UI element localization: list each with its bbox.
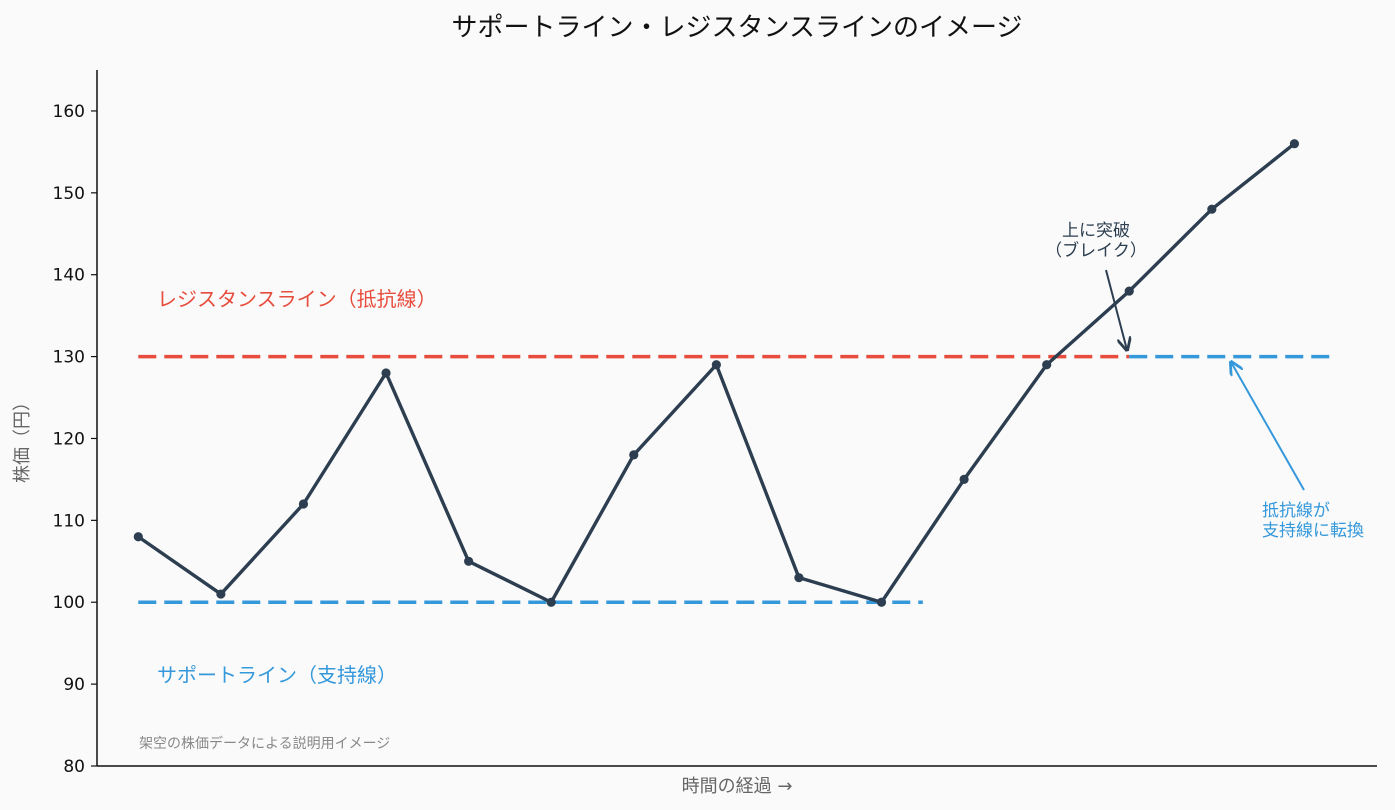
- y-tick-label: 110: [53, 511, 85, 531]
- price-point: [629, 450, 639, 460]
- y-tick-label: 120: [53, 429, 85, 449]
- y-tick-label: 150: [53, 184, 85, 204]
- price-point: [1042, 360, 1052, 370]
- price-point: [133, 532, 143, 542]
- y-tick-label: 100: [53, 593, 85, 613]
- price-point: [876, 597, 887, 607]
- y-axis-label: 株価（円）: [12, 393, 33, 483]
- support-label: サポートライン（支持線）: [157, 663, 397, 687]
- price-point: [794, 573, 804, 583]
- price-point: [546, 597, 556, 607]
- chart-note: 架空の株価データによる説明用イメージ: [139, 735, 390, 752]
- price-point: [464, 556, 474, 566]
- break-annotation-arrow: [1105, 269, 1127, 350]
- y-tick-label: 160: [53, 102, 85, 122]
- price-point: [1124, 286, 1134, 296]
- price-series-layer: [133, 139, 1300, 607]
- price-point: [298, 499, 309, 509]
- axes-layer: 80 90 100 110 120 130 140 150 160: [53, 70, 1377, 777]
- x-axis-label: 時間の経過 →: [682, 776, 793, 797]
- y-tick-label: 140: [53, 266, 85, 286]
- resistance-label: レジスタンスライン（抵抗線）: [157, 287, 437, 311]
- y-tick-label: 130: [53, 348, 85, 368]
- price-point: [1207, 204, 1217, 214]
- price-point: [381, 368, 391, 378]
- price-point: [711, 360, 721, 370]
- price-point: [216, 589, 226, 599]
- chart-title: サポートライン・レジスタンスラインのイメージ: [452, 13, 1023, 43]
- price-point: [1289, 139, 1300, 149]
- break-annotation-line-2: （ブレイク）: [1045, 240, 1147, 261]
- break-annotation-line-1: 上に突破: [1062, 221, 1130, 241]
- conversion-annotation-line-2: 支持線に転換: [1262, 521, 1364, 541]
- reference-lines-layer: [138, 354, 1336, 604]
- price-point: [959, 474, 969, 485]
- conversion-annotation-arrow: [1231, 362, 1305, 491]
- y-tick-label: 80: [63, 757, 85, 777]
- y-tick-label: 90: [63, 675, 85, 695]
- conversion-annotation-line-1: 抵抗線が: [1262, 501, 1330, 521]
